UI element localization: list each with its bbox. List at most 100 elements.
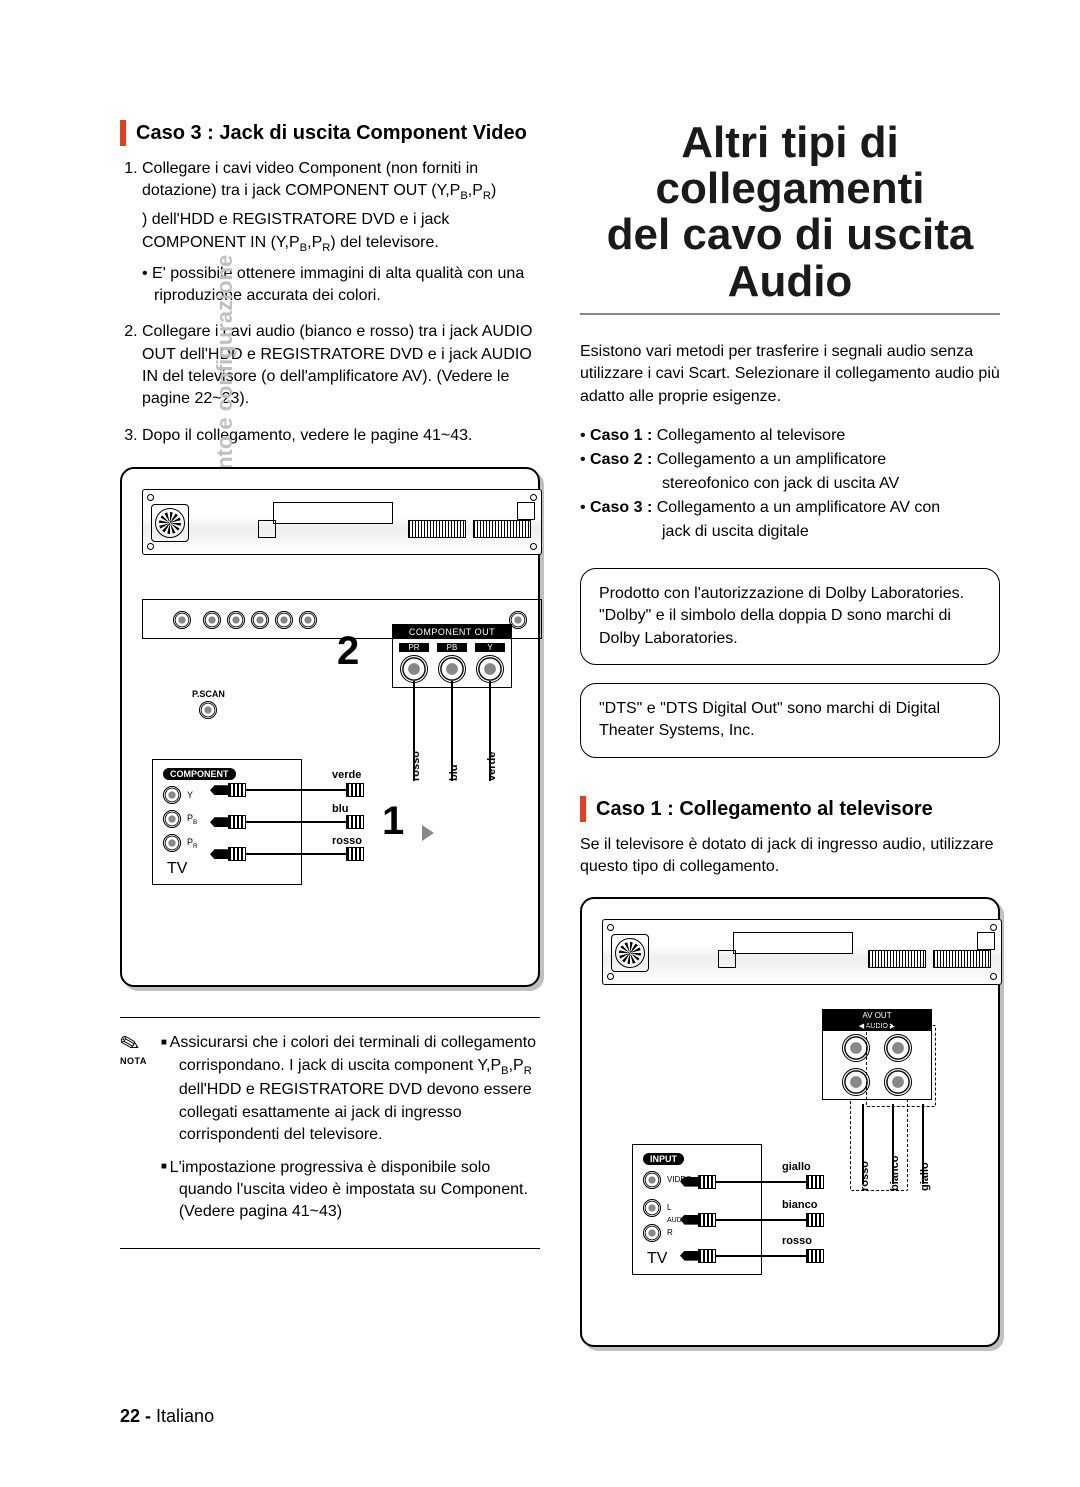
sub-r: R [483, 191, 491, 203]
nota-block: ✎ NOTA Assicurarsi che i colori dei term… [120, 1017, 540, 1249]
main-title-line1: Altri tipi di collegamenti [580, 120, 1000, 212]
sub-b: B [460, 191, 467, 203]
fan-icon [611, 934, 649, 972]
right-column: Altri tipi di collegamenti del cavo di u… [580, 120, 1000, 1347]
screw-icon [990, 973, 997, 980]
device-back-panel-b [602, 919, 1002, 985]
jack-icon [275, 611, 293, 629]
screw-icon [607, 924, 614, 931]
jack-y: Y [475, 643, 505, 683]
dts-box: "DTS" e "DTS Digital Out" sono marchi di… [580, 683, 1000, 758]
jack-icon [163, 810, 181, 828]
cable-rosso-label: rosso [332, 835, 362, 847]
jack-row [203, 611, 317, 629]
scart-port-icon [933, 950, 991, 968]
jack-icon [299, 611, 317, 629]
screw-icon [607, 973, 614, 980]
cable-rosso [210, 847, 364, 861]
input-pill: INPUT [643, 1153, 684, 1165]
case-3: Caso 3 : Collegamento a un amplificatore… [580, 496, 1000, 520]
diagram-audio: AV OUT ◀ AUDIO ▶ INPUT VIDEO [580, 897, 1000, 1347]
cable-giallo-v: giallo [919, 1162, 931, 1191]
cable-verde [210, 783, 364, 797]
dashed-highlight [866, 1025, 936, 1107]
nota-item-2: L'impostazione progressiva è disponibile… [161, 1157, 540, 1224]
step-number-2: 2 [337, 629, 359, 674]
step1-b-wrap: ) dell'HDD e REGISTRATORE DVD e i jack C… [142, 209, 540, 256]
component-out-panel: COMPONENT OUT PR PB Y [392, 624, 512, 688]
fan-icon [151, 504, 189, 542]
cable-blu-v-label: blu [448, 765, 460, 782]
screw-icon [147, 543, 154, 550]
step1-a: Collegare i cavi video Component (non fo… [142, 160, 478, 199]
left-heading-text: Caso 3 : Jack di uscita Component Video [136, 120, 527, 146]
component-out-jacks: PR PB Y [393, 639, 511, 687]
port-icon [718, 950, 736, 968]
right-sub-heading-text: Caso 1 : Collegamento al televisore [596, 796, 933, 822]
port-icon [517, 502, 535, 520]
jack-icon [203, 611, 221, 629]
right-sub-heading: Caso 1 : Collegamento al televisore [580, 796, 1000, 822]
component-out-label: COMPONENT OUT [393, 625, 511, 639]
notebook-icon: ✎ [117, 1029, 149, 1059]
tv-l-label: L [667, 1203, 671, 1212]
dashed-highlight-cables [850, 1099, 908, 1191]
screw-icon [147, 494, 154, 501]
screw-icon [530, 543, 537, 550]
page-number: 22 - [120, 1406, 156, 1426]
port-icon [977, 932, 995, 950]
cable-rosso-label-b: rosso [782, 1235, 812, 1247]
jack-icon [643, 1224, 661, 1242]
jack-icon [227, 611, 245, 629]
jack-icon [643, 1199, 661, 1217]
step-1: Collegare i cavi video Component (non fo… [142, 158, 540, 307]
heading-bar-icon [120, 120, 126, 146]
cable-bianco-label: bianco [782, 1199, 817, 1211]
tv-y-label: Y [187, 790, 193, 800]
jack-icon [163, 786, 181, 804]
jack-icon [199, 701, 217, 719]
device-back-panel [142, 489, 542, 555]
cable-giallo-label: giallo [782, 1161, 811, 1173]
port-strip [273, 502, 393, 524]
tv-label: TV [163, 860, 291, 878]
tv-pr-label: PR [187, 837, 198, 850]
cable-verde-v-label: verde [486, 752, 498, 781]
jack-pb: PB [437, 643, 467, 683]
screw-icon [530, 494, 537, 501]
cable-verde-label: verde [332, 769, 361, 781]
main-title: Altri tipi di collegamenti del cavo di u… [580, 120, 1000, 311]
pscan-label: P.SCAN [192, 689, 225, 699]
step-2: Collegare i cavi audio (bianco e rosso) … [142, 321, 540, 411]
step-number-1: 1 [382, 799, 404, 844]
case-1: Caso 1 : Collegamento al televisore [580, 424, 1000, 448]
scart-port-icon [408, 520, 466, 538]
jack-icon [173, 611, 191, 629]
case-list: Caso 1 : Collegamento al televisore Caso… [580, 424, 1000, 544]
case-2: Caso 2 : Collegamento a un amplificatore [580, 448, 1000, 472]
jack-pr: PR [399, 643, 429, 683]
step-3: Dopo il collegamento, vedere le pagine 4… [142, 425, 540, 447]
av-out-label: AV OUT [823, 1010, 931, 1021]
screw-icon [990, 924, 997, 931]
cable-blu-label: blu [332, 803, 349, 815]
nota-items: Assicurarsi che i colori dei terminali d… [161, 1032, 540, 1234]
cable-rosso-v-label: rosso [410, 751, 422, 781]
case-3-cont: jack di uscita digitale [580, 520, 1000, 544]
main-title-line2: del cavo di uscita Audio [580, 212, 1000, 304]
component-pill: COMPONENT [163, 768, 236, 780]
cable-bianco [680, 1213, 824, 1227]
nota-icon-col: ✎ NOTA [120, 1032, 147, 1066]
cable-blu [210, 815, 364, 829]
port-icon [258, 520, 276, 538]
dolby-box: Prodotto con l'autorizzazione di Dolby L… [580, 568, 1000, 665]
page-lang: Italiano [156, 1406, 214, 1426]
jack-icon [163, 834, 181, 852]
left-heading: Caso 3 : Jack di uscita Component Video [120, 120, 540, 146]
jack-icon [643, 1171, 661, 1189]
heading-bar-icon [580, 796, 586, 822]
arrow-icon [422, 825, 434, 841]
intro-text: Esistono vari metodi per trasferire i se… [580, 341, 1000, 408]
left-column: Caso 3 : Jack di uscita Component Video … [120, 120, 540, 1347]
sub-b2: B [300, 242, 307, 254]
